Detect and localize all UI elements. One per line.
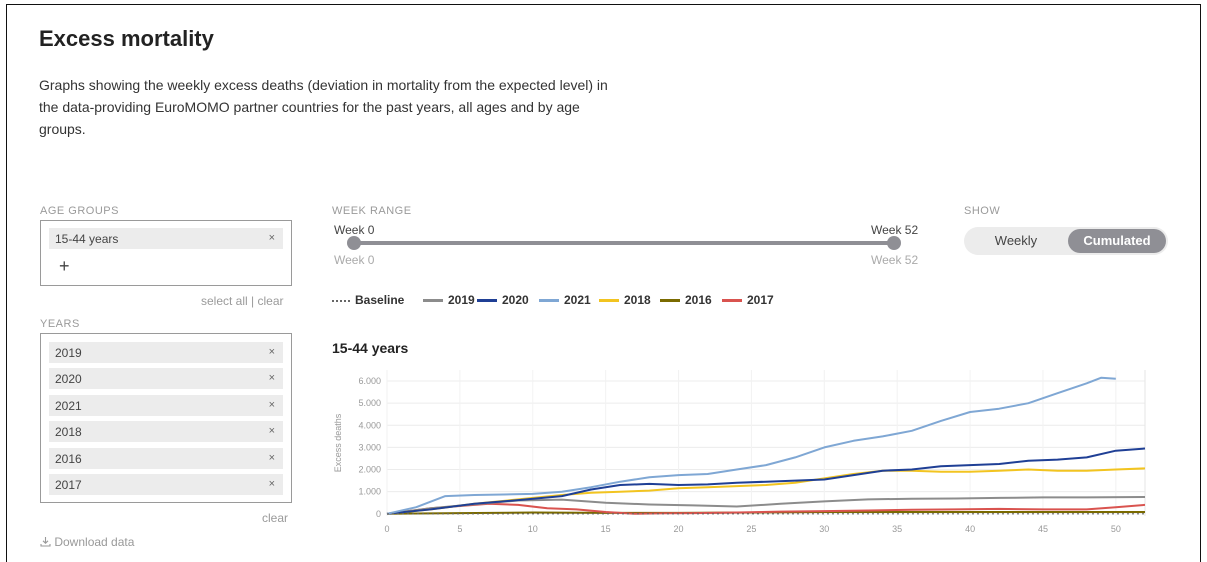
years-select[interactable]: 2019 × 2020 × 2021 × 2018 × 2016 × 2017 … <box>40 333 292 503</box>
legend-swatch <box>599 299 619 303</box>
chart-title: 15-44 years <box>332 340 409 356</box>
x-tick-label: 0 <box>384 524 389 534</box>
page-title: Excess mortality <box>39 26 214 51</box>
show-toggle: Weekly Cumulated <box>964 227 1168 255</box>
year-tag: 2016 × <box>49 448 283 469</box>
series-line-2018 <box>386 467 1146 515</box>
year-tag: 2019 × <box>49 342 283 363</box>
age-group-tag-label: 15-44 years <box>55 232 119 246</box>
link-separator: | <box>251 294 255 308</box>
x-tick-label: 30 <box>819 524 829 534</box>
year-tag: 2017 × <box>49 474 283 495</box>
show-label: SHOW <box>964 205 1001 217</box>
legend-label: 2017 <box>747 293 774 307</box>
legend-item-2020[interactable]: 2020 <box>477 293 529 307</box>
week-range-label: WEEK RANGE <box>332 205 412 217</box>
week-range-end-value: Week 52 <box>871 223 919 237</box>
weekly-option[interactable]: Weekly <box>994 233 1038 248</box>
legend-label: 2021 <box>564 293 591 307</box>
legend-label: 2016 <box>685 293 712 307</box>
legend-label: Baseline <box>355 293 405 307</box>
legend-swatch <box>332 299 350 302</box>
legend-swatch <box>477 299 497 303</box>
y-tick-label: 2.000 <box>358 465 381 475</box>
remove-year-button[interactable]: × <box>268 478 275 490</box>
legend-item-2021[interactable]: 2021 <box>539 293 591 307</box>
add-age-group-icon[interactable]: + <box>59 256 70 276</box>
legend-label: 2019 <box>448 293 475 307</box>
legend-swatch <box>539 299 559 303</box>
x-tick-label: 50 <box>1111 524 1121 534</box>
week-range-min-label: Week 0 <box>334 253 375 267</box>
legend-item-2016[interactable]: 2016 <box>660 293 712 307</box>
download-icon <box>40 537 51 547</box>
age-groups-clear-link[interactable]: clear <box>257 294 284 308</box>
legend-item-2018[interactable]: 2018 <box>599 293 651 307</box>
remove-year-button[interactable]: × <box>268 425 275 437</box>
cumulated-option[interactable]: Cumulated <box>1068 229 1166 253</box>
remove-age-group-button[interactable]: × <box>268 232 275 244</box>
year-tag-label: 2017 <box>55 478 82 492</box>
remove-year-button[interactable]: × <box>268 452 275 464</box>
week-range-start-handle[interactable] <box>347 236 361 250</box>
year-tag: 2020 × <box>49 368 283 389</box>
series-line-2021 <box>386 376 1116 515</box>
x-tick-label: 35 <box>892 524 902 534</box>
year-tag: 2018 × <box>49 421 283 442</box>
y-axis-label: Excess deaths <box>333 413 343 472</box>
year-tag-label: 2018 <box>55 425 82 439</box>
download-data-link[interactable]: Download data <box>40 535 134 549</box>
age-groups-select[interactable]: 15-44 years × <box>40 220 292 286</box>
select-all-link[interactable]: select all <box>201 294 248 308</box>
year-tag-label: 2021 <box>55 399 82 413</box>
legend-label: 2018 <box>624 293 651 307</box>
years-clear-link[interactable]: clear <box>262 511 289 525</box>
year-tag-label: 2020 <box>55 372 82 386</box>
legend-item-baseline[interactable]: Baseline <box>332 293 404 307</box>
y-tick-label: 6.000 <box>358 376 381 386</box>
x-tick-label: 15 <box>601 524 611 534</box>
y-tick-label: 0 <box>376 509 381 519</box>
age-groups-actions: select all | clear <box>201 294 284 308</box>
legend-item-2017[interactable]: 2017 <box>722 293 774 307</box>
legend-swatch <box>423 299 443 303</box>
age-group-tag: 15-44 years × <box>49 228 283 249</box>
excess-deaths-chart: 0 1.000 2.000 3.000 4.000 5.000 6.000 0 5 10 15 20 2… <box>333 370 1146 534</box>
remove-year-button[interactable]: × <box>268 346 275 358</box>
year-tag-label: 2016 <box>55 452 82 466</box>
legend-item-2019[interactable]: 2019 <box>423 293 475 307</box>
week-range-track[interactable] <box>354 241 894 245</box>
age-groups-label: AGE GROUPS <box>40 205 119 217</box>
x-tick-label: 10 <box>528 524 538 534</box>
x-tick-label: 40 <box>965 524 975 534</box>
series-line-2020 <box>386 447 1146 515</box>
week-range-max-label: Week 52 <box>871 253 919 267</box>
y-tick-label: 5.000 <box>358 398 381 408</box>
page-frame <box>6 4 1201 562</box>
x-tick-label: 5 <box>457 524 462 534</box>
year-tag: 2021 × <box>49 395 283 416</box>
remove-year-button[interactable]: × <box>268 399 275 411</box>
x-tick-label: 20 <box>674 524 684 534</box>
week-range-start-value: Week 0 <box>334 223 375 237</box>
series-line-2017 <box>386 502 1146 515</box>
legend-label: 2020 <box>502 293 529 307</box>
remove-year-button[interactable]: × <box>268 372 275 384</box>
y-tick-label: 1.000 <box>358 487 381 497</box>
y-tick-label: 4.000 <box>358 420 381 430</box>
page-description: Graphs showing the weekly excess deaths … <box>39 77 608 137</box>
legend-swatch <box>660 299 680 303</box>
week-range-end-handle[interactable] <box>887 236 901 250</box>
years-label: YEARS <box>40 318 80 330</box>
year-tag-label: 2019 <box>55 346 82 360</box>
legend-swatch <box>722 299 742 303</box>
download-data-label: Download data <box>54 535 135 549</box>
y-tick-label: 3.000 <box>358 442 381 452</box>
x-tick-label: 45 <box>1038 524 1048 534</box>
x-tick-label: 25 <box>746 524 756 534</box>
